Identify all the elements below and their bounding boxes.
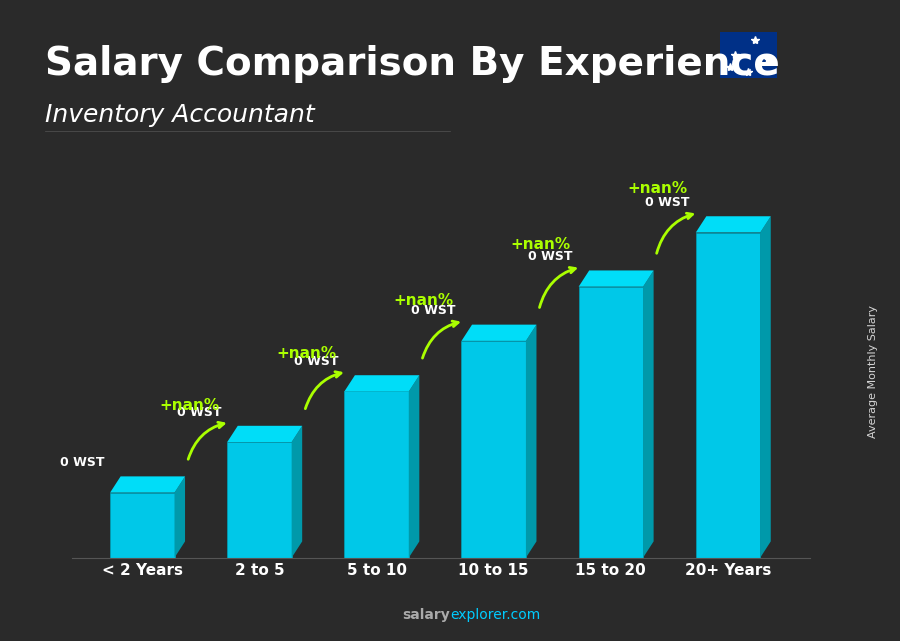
FancyBboxPatch shape <box>579 287 644 558</box>
Text: 0 WST: 0 WST <box>59 456 104 469</box>
Polygon shape <box>292 426 302 558</box>
Polygon shape <box>175 476 185 558</box>
Polygon shape <box>526 324 536 558</box>
Text: 0 WST: 0 WST <box>294 355 338 368</box>
Text: 0 WST: 0 WST <box>177 406 221 419</box>
FancyBboxPatch shape <box>696 233 760 558</box>
Text: Salary Comparison By Experience: Salary Comparison By Experience <box>45 45 779 83</box>
Polygon shape <box>579 271 653 287</box>
Polygon shape <box>760 216 770 558</box>
Text: Inventory Accountant: Inventory Accountant <box>45 103 315 126</box>
Text: +nan%: +nan% <box>510 237 571 253</box>
Text: +nan%: +nan% <box>159 398 220 413</box>
Text: salary: salary <box>402 608 450 622</box>
FancyBboxPatch shape <box>227 442 292 558</box>
Text: 0 WST: 0 WST <box>411 304 455 317</box>
Text: +nan%: +nan% <box>393 294 454 308</box>
Polygon shape <box>110 476 185 493</box>
FancyBboxPatch shape <box>110 493 175 558</box>
Text: explorer.com: explorer.com <box>450 608 540 622</box>
Text: +nan%: +nan% <box>276 345 337 361</box>
Text: 0 WST: 0 WST <box>528 250 572 263</box>
Bar <box>720 32 777 78</box>
Text: 0 WST: 0 WST <box>645 196 690 209</box>
FancyBboxPatch shape <box>462 341 526 558</box>
Polygon shape <box>345 375 419 392</box>
FancyBboxPatch shape <box>345 392 409 558</box>
Polygon shape <box>227 426 302 442</box>
Polygon shape <box>696 216 770 233</box>
Polygon shape <box>462 324 536 341</box>
Text: Average Monthly Salary: Average Monthly Salary <box>868 305 878 438</box>
Polygon shape <box>644 271 653 558</box>
Polygon shape <box>409 375 419 558</box>
Text: +nan%: +nan% <box>627 181 688 196</box>
